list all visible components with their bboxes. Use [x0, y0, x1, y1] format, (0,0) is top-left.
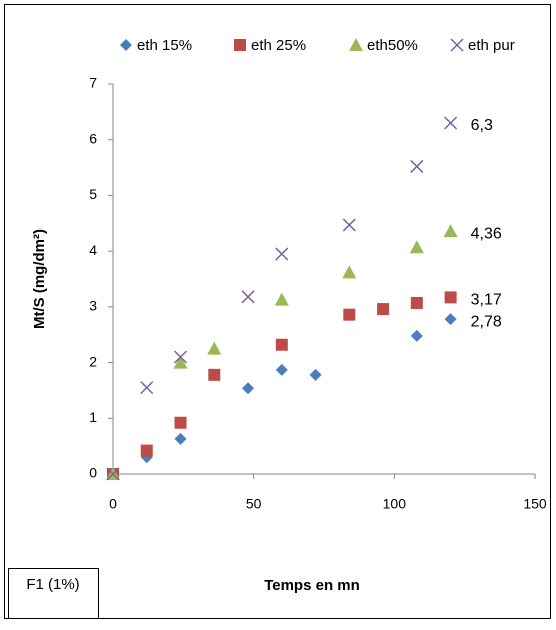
data-point	[275, 363, 288, 376]
legend-marker	[349, 38, 363, 51]
data-point	[444, 116, 458, 130]
legend-label: eth pur	[468, 37, 515, 54]
legend-label: eth 15%	[137, 37, 192, 54]
y-tick-label: 3	[89, 298, 97, 314]
data-point	[309, 368, 322, 381]
data-point	[275, 338, 288, 351]
data-point	[410, 296, 423, 309]
y-tick-label: 6	[89, 130, 97, 146]
note: F1 (1%)	[26, 576, 79, 593]
y-tick-label: 5	[89, 186, 97, 202]
y-axis-title: Mt/S (mg/dm²)	[31, 229, 48, 329]
data-point	[140, 444, 153, 457]
data-point	[275, 247, 289, 261]
chart-border	[4, 4, 551, 619]
data-point	[274, 292, 289, 306]
x-tick-label: 50	[246, 496, 262, 512]
legend-label: eth 25%	[251, 37, 306, 54]
data-label: 6,3	[471, 117, 493, 134]
y-tick-label: 1	[89, 409, 97, 425]
data-point	[410, 159, 424, 173]
legend-marker	[234, 39, 246, 51]
data-point	[241, 290, 255, 304]
data-point	[342, 265, 357, 279]
y-tick-label: 2	[89, 353, 97, 369]
data-point	[173, 355, 188, 369]
note-box	[8, 568, 99, 619]
legend-marker	[120, 39, 132, 51]
data-label: 3,17	[471, 292, 502, 309]
data-point	[444, 291, 457, 304]
data-point	[207, 341, 222, 355]
y-tick-label: 7	[89, 75, 97, 91]
data-label: 2,78	[471, 313, 502, 330]
x-tick-label: 0	[109, 496, 117, 512]
x-tick-label: 100	[383, 496, 407, 512]
data-point	[140, 381, 154, 395]
legend-label: eth50%	[367, 37, 418, 54]
y-tick-label: 0	[89, 465, 97, 481]
data-point	[174, 432, 187, 445]
data-point	[106, 467, 120, 481]
data-point	[443, 224, 458, 238]
x-tick-label: 150	[523, 496, 547, 512]
x-axis-title: Temps en mn	[264, 577, 360, 594]
data-point	[342, 218, 356, 232]
data-label: 4,36	[471, 225, 502, 242]
data-point	[410, 329, 423, 342]
data-point	[343, 308, 356, 321]
legend-marker	[450, 38, 464, 52]
data-point	[174, 416, 187, 429]
data-point	[242, 382, 255, 395]
y-tick-label: 4	[89, 242, 97, 258]
data-point	[444, 313, 457, 326]
data-point	[377, 303, 390, 316]
data-point	[173, 350, 188, 364]
data-point	[409, 240, 424, 254]
data-point	[208, 368, 221, 381]
